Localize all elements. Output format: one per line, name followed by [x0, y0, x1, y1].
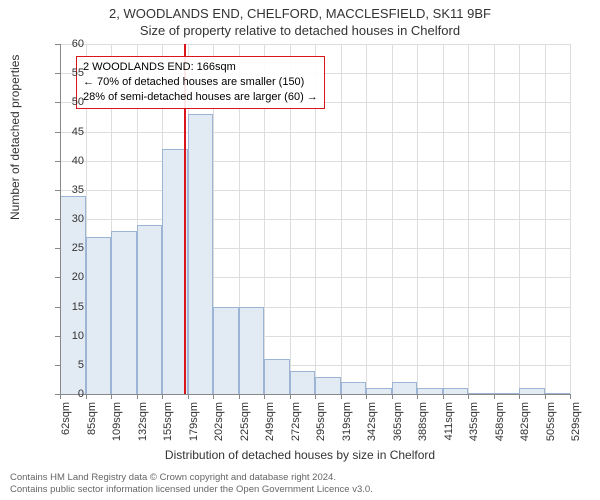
ytick-label: 55 [44, 67, 84, 79]
y-axis-label: Number of detached properties [8, 55, 22, 220]
histogram-bar [213, 307, 239, 395]
ytick-label: 45 [44, 126, 84, 138]
xtick-label: 388sqm [417, 402, 429, 442]
xtick-label: 505sqm [545, 402, 557, 442]
footer-line1: Contains HM Land Registry data © Crown c… [10, 472, 373, 484]
chart-title-line1: 2, WOODLANDS END, CHELFORD, MACCLESFIELD… [0, 0, 600, 21]
histogram-bar [264, 359, 290, 394]
xtick-label: 109sqm [111, 402, 123, 442]
ytick-label: 40 [44, 155, 84, 167]
xtick-label: 411sqm [443, 402, 455, 442]
xtick-label: 295sqm [315, 402, 327, 442]
histogram-bar [111, 231, 137, 394]
chart-title-line2: Size of property relative to detached ho… [0, 21, 600, 38]
histogram-bar [239, 307, 265, 395]
xtick-label: 458sqm [494, 402, 506, 442]
annotation-line: ← 70% of detached houses are smaller (15… [83, 75, 318, 90]
ytick-label: 25 [44, 242, 84, 254]
plot-area: 62sqm85sqm109sqm132sqm155sqm179sqm202sqm… [60, 44, 570, 394]
xtick-label: 365sqm [392, 402, 404, 442]
xtick-label: 179sqm [188, 402, 200, 442]
histogram-bar [392, 382, 418, 394]
ytick-label: 15 [44, 301, 84, 313]
xtick-label: 155sqm [162, 402, 174, 442]
xtick-label: 435sqm [468, 402, 480, 442]
ytick-label: 20 [44, 271, 84, 283]
xtick-label: 85sqm [86, 402, 98, 442]
xtick-label: 202sqm [213, 402, 225, 442]
chart-container: { "title_line1": "2, WOODLANDS END, CHEL… [0, 0, 600, 500]
xtick-label: 132sqm [137, 402, 149, 442]
ytick-label: 60 [44, 38, 84, 50]
footer-line2: Contains public sector information licen… [10, 484, 373, 496]
annotation-line: 28% of semi-detached houses are larger (… [83, 90, 318, 105]
histogram-bar [86, 237, 112, 395]
xtick-label: 342sqm [366, 402, 378, 442]
histogram-bar [137, 225, 163, 394]
ytick-label: 50 [44, 96, 84, 108]
xtick-label: 529sqm [570, 402, 582, 442]
xtick-label: 272sqm [290, 402, 302, 442]
xtick-label: 249sqm [264, 402, 276, 442]
ytick-label: 30 [44, 213, 84, 225]
xtick-label: 482sqm [519, 402, 531, 442]
annotation-box: 2 WOODLANDS END: 166sqm← 70% of detached… [76, 56, 325, 109]
annotation-line: 2 WOODLANDS END: 166sqm [83, 60, 318, 75]
ytick-label: 5 [44, 359, 84, 371]
x-axis-label: Distribution of detached houses by size … [0, 448, 600, 462]
xtick-label: 225sqm [239, 402, 251, 442]
histogram-bar [315, 377, 341, 395]
histogram-bar [341, 382, 367, 394]
xtick-label: 62sqm [60, 402, 72, 442]
xtick-label: 319sqm [341, 402, 353, 442]
ytick-label: 0 [44, 388, 84, 400]
ytick-label: 10 [44, 330, 84, 342]
footer-attribution: Contains HM Land Registry data © Crown c… [10, 472, 373, 496]
histogram-bar [290, 371, 316, 394]
ytick-label: 35 [44, 184, 84, 196]
histogram-bar [188, 114, 214, 394]
